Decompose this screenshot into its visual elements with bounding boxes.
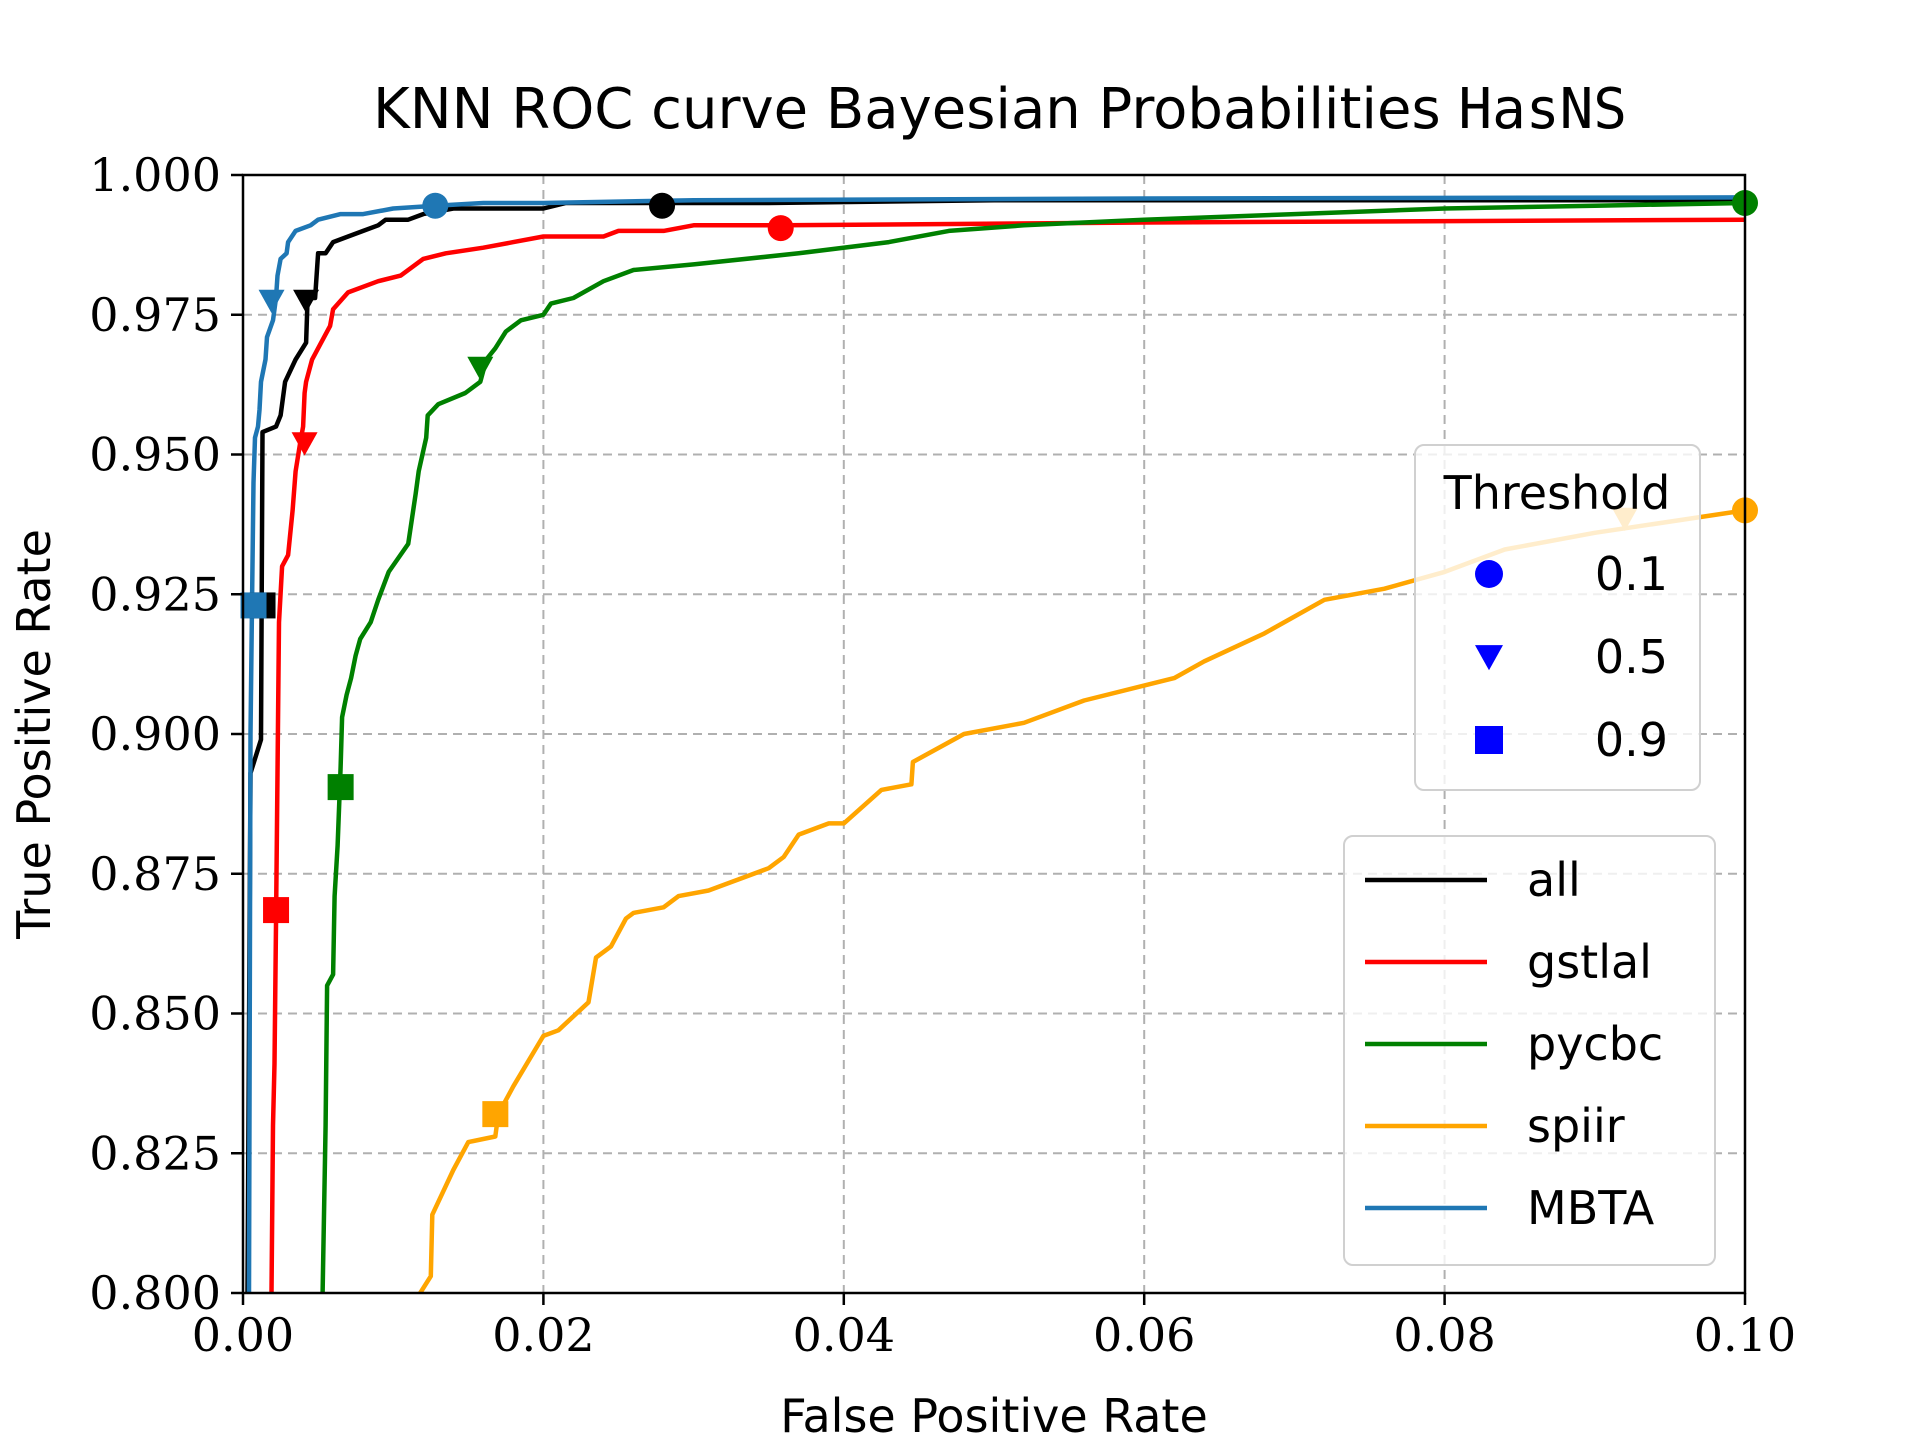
threshold-legend-title: Threshold bbox=[1443, 466, 1671, 520]
y-tick-label: 0.800 bbox=[89, 1266, 221, 1320]
threshold-0-1-marker-gstlal bbox=[767, 215, 794, 242]
threshold-legend-label: 0.5 bbox=[1595, 630, 1668, 684]
threshold-0-1-marker-all bbox=[649, 192, 676, 219]
y-tick-label: 1.000 bbox=[89, 148, 221, 202]
x-tick-label: 0.00 bbox=[192, 1308, 294, 1362]
series-legend-label: MBTA bbox=[1527, 1181, 1655, 1235]
threshold-legend: Threshold 0.1 0.5 0.9 bbox=[1414, 444, 1701, 791]
series-lines bbox=[245, 195, 1745, 1293]
y-tick-label: 0.950 bbox=[89, 428, 221, 482]
legend-triangle-down-icon bbox=[1475, 645, 1503, 671]
x-axis-label: False Positive Rate bbox=[780, 1389, 1208, 1440]
y-tick-label: 0.975 bbox=[89, 288, 221, 342]
threshold-0-1-marker-mbta bbox=[422, 192, 449, 219]
x-tick-label: 0.04 bbox=[793, 1308, 895, 1362]
threshold-0-5-marker-all bbox=[293, 289, 320, 314]
y-tick-label: 0.825 bbox=[89, 1126, 221, 1180]
threshold-0-9-marker-spiir bbox=[482, 1101, 509, 1128]
legend-circle-icon bbox=[1475, 560, 1503, 588]
series-legend-label: all bbox=[1527, 853, 1581, 907]
x-tick-label: 0.08 bbox=[1393, 1308, 1495, 1362]
threshold-legend-entries: 0.1 0.5 0.9 bbox=[1475, 547, 1668, 767]
x-tick-label: 0.02 bbox=[492, 1308, 594, 1362]
threshold-legend-label: 0.1 bbox=[1595, 547, 1668, 601]
threshold-0-5-marker-mbta bbox=[258, 289, 285, 314]
chart-title-code: HasNS bbox=[1458, 77, 1627, 142]
series-legend-label: gstlal bbox=[1527, 935, 1652, 989]
threshold-legend-label: 0.9 bbox=[1595, 713, 1668, 767]
series-legend-box bbox=[1343, 835, 1716, 1266]
legend-square-icon bbox=[1475, 726, 1503, 754]
threshold-0-9-marker-mbta bbox=[240, 592, 267, 619]
series-legend-entries: all gstlal pycbc spiir MBTA bbox=[1365, 853, 1663, 1235]
chart-title-text: KNN ROC curve Bayesian Probabilities bbox=[373, 77, 1458, 142]
threshold-0-9-marker-gstlal bbox=[263, 897, 290, 924]
series-legend-label: spiir bbox=[1527, 1099, 1625, 1153]
series-line-gstlal bbox=[269, 217, 1745, 1293]
threshold-0-5-marker-pycbc bbox=[467, 356, 494, 381]
threshold-0-5-marker-gstlal bbox=[291, 432, 318, 456]
series-legend-label: pycbc bbox=[1527, 1017, 1663, 1071]
x-tick-label: 0.06 bbox=[1093, 1308, 1195, 1362]
series-legend: all gstlal pycbc spiir MBTA bbox=[1343, 835, 1716, 1266]
threshold-0-9-marker-pycbc bbox=[327, 774, 354, 801]
threshold-legend-box bbox=[1414, 444, 1701, 791]
y-axis-label: True Positive Rate bbox=[7, 529, 61, 940]
y-tick-label: 0.925 bbox=[89, 567, 221, 621]
series-line-mbta bbox=[246, 195, 1745, 1293]
y-tick-label: 0.900 bbox=[89, 707, 221, 761]
series-line-pycbc bbox=[320, 200, 1745, 1293]
chart-title: KNN ROC curve Bayesian Probabilities Has… bbox=[373, 77, 1627, 142]
axis-ticks: 0.00 0.02 0.04 0.06 0.08 0.10 0.800 0.825 0.850 0… bbox=[89, 148, 1796, 1362]
y-tick-label: 0.850 bbox=[89, 987, 221, 1041]
x-tick-label: 0.10 bbox=[1694, 1308, 1796, 1362]
y-tick-label: 0.875 bbox=[89, 847, 221, 901]
